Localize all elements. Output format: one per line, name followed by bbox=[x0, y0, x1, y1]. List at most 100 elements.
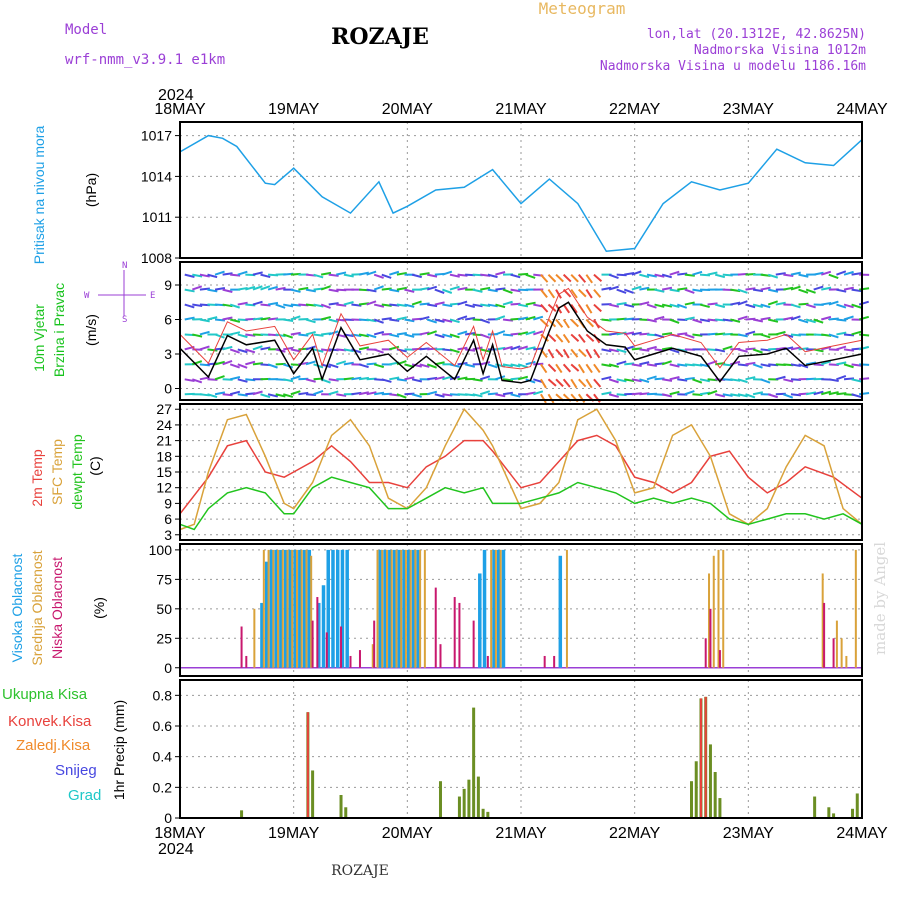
wind-arrow bbox=[707, 389, 718, 396]
wind-arrow bbox=[260, 316, 271, 321]
wind-arrow bbox=[699, 318, 711, 323]
wind-arrow bbox=[669, 288, 680, 293]
pressure-panel: 1017 1014 1011 1008 bbox=[141, 121, 863, 266]
wind-arrow bbox=[525, 315, 536, 321]
wind-arrow bbox=[336, 271, 347, 276]
date-label-top: 24MAY bbox=[836, 101, 888, 118]
wind-arrow bbox=[692, 333, 703, 337]
wind-arrow bbox=[669, 303, 680, 308]
wind-arrow bbox=[472, 346, 483, 351]
wind-arrow bbox=[275, 286, 286, 291]
wind-arrow bbox=[192, 378, 203, 384]
wind-arrow bbox=[677, 287, 688, 291]
wind-arrow bbox=[282, 333, 294, 339]
wind-arrow bbox=[229, 303, 241, 309]
date-label-top: 18MAY bbox=[154, 101, 206, 118]
wind-arrow bbox=[836, 345, 847, 351]
wind-arrow bbox=[335, 360, 347, 366]
wind-arrow bbox=[328, 363, 339, 369]
wind-arrow bbox=[547, 363, 557, 373]
wind-arrow bbox=[207, 316, 218, 321]
legend-item: Snijeg bbox=[55, 762, 97, 779]
wind-arrow bbox=[525, 360, 536, 366]
precip-bar bbox=[462, 788, 466, 818]
wind-arrow bbox=[282, 363, 294, 369]
wind-arrow bbox=[419, 272, 430, 276]
wind-arrow bbox=[328, 288, 339, 293]
wind-arrow bbox=[328, 318, 339, 323]
wind-arrow bbox=[358, 376, 370, 381]
wind-arrow bbox=[624, 303, 635, 308]
wind-arrow bbox=[427, 273, 438, 278]
wind-arrow bbox=[252, 285, 263, 291]
cloud-bar bbox=[402, 549, 406, 668]
wind-arrow bbox=[585, 348, 593, 359]
wind-arrow bbox=[510, 363, 521, 368]
wind-arrow bbox=[752, 288, 764, 293]
wind-arrow bbox=[199, 318, 210, 323]
wind-label-2: Brzina i Pravac bbox=[51, 283, 67, 377]
tick-label: 1014 bbox=[141, 168, 172, 184]
cloud-bar bbox=[388, 549, 392, 668]
wind-arrow bbox=[426, 318, 438, 324]
wind-arrow bbox=[457, 315, 468, 321]
wind-arrow bbox=[267, 285, 278, 291]
wind-arrow bbox=[214, 375, 225, 381]
wind-arrow bbox=[646, 345, 657, 351]
wind-arrow bbox=[737, 363, 748, 367]
tick-label: 18 bbox=[156, 448, 172, 464]
wind-arrow bbox=[472, 378, 483, 382]
wind-arrow bbox=[730, 318, 741, 323]
wind-arrow bbox=[442, 375, 453, 381]
wind-arrow bbox=[828, 333, 839, 339]
wind-arrow bbox=[692, 378, 703, 384]
wind-arrow bbox=[555, 273, 564, 283]
cloud-bar bbox=[501, 549, 506, 668]
wind-arrow bbox=[859, 363, 870, 366]
wind-arrow bbox=[745, 287, 756, 291]
wind-arrow bbox=[661, 360, 672, 366]
cloud-bar bbox=[245, 655, 248, 668]
wind-arrow bbox=[479, 390, 491, 396]
compass-w: W bbox=[84, 291, 90, 301]
wind-arrow bbox=[381, 273, 392, 279]
wind-arrow bbox=[207, 288, 218, 293]
wind-arrow bbox=[328, 378, 339, 382]
cloud-bar bbox=[376, 549, 379, 668]
wind-arrow bbox=[260, 285, 271, 291]
wind-arrow bbox=[207, 393, 218, 399]
wind-arrow bbox=[237, 301, 248, 306]
wind-arrow bbox=[396, 393, 407, 399]
wind-arrow bbox=[669, 376, 680, 381]
wind-arrow bbox=[843, 303, 854, 309]
tick-label: 1011 bbox=[142, 209, 172, 225]
wind-arrow bbox=[608, 285, 619, 291]
wind-arrow bbox=[419, 315, 430, 321]
wind-arrow bbox=[449, 285, 460, 291]
wind-arrow bbox=[222, 316, 233, 321]
cloud-label-2: Srednja Oblacnost bbox=[29, 550, 45, 665]
wind-arrow bbox=[373, 318, 384, 324]
wind-arrow bbox=[570, 333, 580, 342]
tick-label: 0 bbox=[164, 660, 172, 676]
wind-arrow bbox=[320, 378, 331, 384]
wind-arrow bbox=[662, 332, 673, 336]
wind-arrow bbox=[577, 333, 586, 343]
wind-arrow bbox=[692, 288, 703, 293]
wind-arrow bbox=[495, 330, 506, 336]
temp-line-2 bbox=[179, 476, 863, 531]
wind-arrow bbox=[767, 318, 779, 323]
wind-arrow bbox=[419, 302, 430, 306]
wind-arrow bbox=[260, 346, 271, 351]
wind-arrow bbox=[577, 393, 586, 404]
wind-arrow bbox=[760, 303, 771, 309]
precip-bar bbox=[713, 772, 717, 818]
cloud-bar bbox=[472, 620, 475, 668]
wind-arrow bbox=[585, 318, 595, 328]
wind-arrow bbox=[199, 330, 210, 336]
wind-arrow bbox=[859, 287, 870, 291]
wind-arrow bbox=[313, 303, 324, 308]
wind-arrow bbox=[237, 378, 248, 383]
tick-label: 0 bbox=[164, 381, 172, 397]
